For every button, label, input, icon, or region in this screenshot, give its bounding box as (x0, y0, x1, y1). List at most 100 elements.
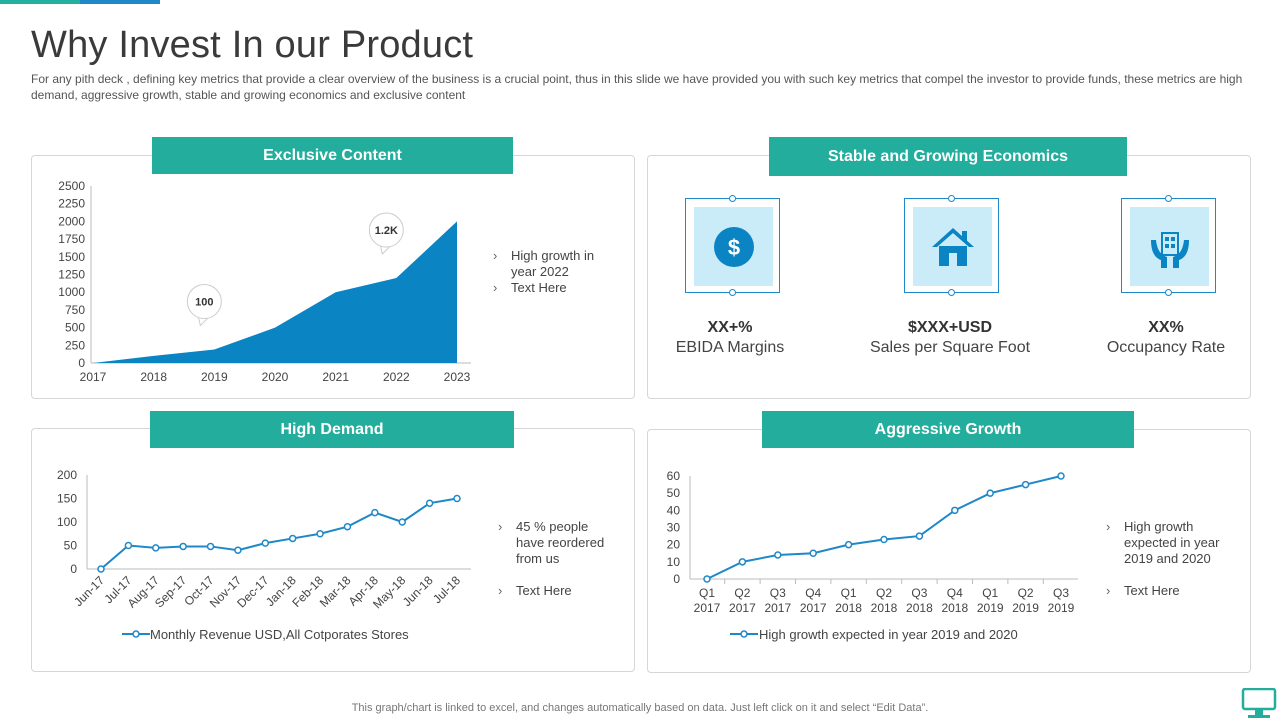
y-tick-label: 10 (667, 555, 681, 569)
metric-value: XX% (1148, 319, 1184, 336)
legend-label: High growth expected in year 2019 and 20… (759, 627, 1018, 642)
monitor-icon (1241, 688, 1277, 718)
data-point (703, 575, 711, 583)
x-tick-label: 2023 (444, 370, 471, 384)
icon-frame (1121, 195, 1216, 296)
x-tick-label: 2018 (140, 370, 167, 384)
x-tick-label: 2019 (1012, 601, 1039, 615)
dollar-icon: $ (713, 226, 754, 267)
data-point (1057, 472, 1065, 480)
y-tick-label: 40 (667, 503, 681, 517)
data-point (179, 542, 187, 551)
y-tick-label: 60 (667, 469, 681, 483)
y-tick-label: 150 (57, 492, 77, 506)
chevron-right-icon: › (1106, 519, 1111, 534)
y-tick-label: 50 (64, 539, 78, 553)
bullet-item: › Text Here (498, 583, 618, 599)
frame-dot (729, 195, 736, 202)
x-tick-label: 2017 (764, 601, 791, 615)
y-tick-label: 0 (673, 572, 680, 586)
x-tick-label: Q3 (1053, 586, 1069, 600)
frame-dot (948, 289, 955, 296)
data-point (1021, 480, 1030, 489)
callout-label: 100 (195, 297, 213, 309)
bullet-item: › 45 % people have reordered from us (498, 519, 618, 567)
x-tick-label: Q1 (699, 586, 715, 600)
metric-value: XX+% (707, 319, 753, 336)
metric-label: EBIDA Margins (675, 339, 785, 356)
callout-bubble (186, 284, 222, 327)
data-point (738, 558, 747, 566)
x-tick-label: Sep-17 (152, 573, 189, 610)
y-tick-label: 50 (667, 486, 681, 500)
data-point (453, 494, 461, 503)
bullet-text: 45 % people have reordered from us (516, 519, 605, 566)
frame-dot (1165, 195, 1172, 202)
y-tick-label: 2500 (58, 179, 85, 193)
exclusive-content-chart[interactable]: 0 250 500 750 1000 1250 1500 1750 2000 2250 2500 20… (31, 155, 635, 399)
y-tick-label: 750 (65, 303, 85, 317)
metric-label: Sales per Square Foot (869, 339, 1031, 356)
x-tick-label: Jun-17 (71, 573, 107, 609)
metric-label: Occupancy Rate (1106, 339, 1226, 356)
data-point (425, 499, 434, 507)
y-tick-label: 2250 (58, 197, 85, 211)
data-point (880, 535, 888, 544)
x-tick-label: Jul-18 (430, 573, 463, 606)
data-point (809, 549, 817, 557)
data-point (398, 518, 406, 526)
footer-note: This graph/chart is linked to excel, and… (351, 702, 929, 714)
x-tick-label: Q3 (770, 586, 786, 600)
y-tick-label: 1500 (58, 250, 85, 264)
x-tick-label: 2017 (694, 601, 721, 615)
bullet-text: High growth expected in year 2019 and 20… (1124, 519, 1220, 566)
chevron-right-icon: › (498, 583, 503, 598)
data-point (288, 534, 297, 543)
x-tick-label: Q2 (734, 586, 750, 600)
house-icon (931, 227, 974, 266)
x-tick-label: Q3 (911, 586, 927, 600)
chevron-right-icon: › (1106, 583, 1111, 598)
data-point (261, 539, 270, 547)
x-tick-label: Q2 (876, 586, 892, 600)
x-tick-label: Q1 (982, 586, 998, 600)
bullet-text: Text Here (1124, 583, 1180, 598)
x-tick-label: 2017 (800, 601, 827, 615)
y-tick-label: 1750 (58, 232, 85, 246)
bullet-item: › High growth in year 2022 (493, 248, 618, 280)
x-tick-label: 2020 (262, 370, 289, 384)
data-point (316, 530, 324, 538)
y-tick-label: 2000 (58, 214, 85, 228)
data-point (124, 541, 133, 550)
data-point (152, 544, 160, 552)
bullet-item: › Text Here (1106, 583, 1226, 599)
frame-dot (729, 289, 736, 296)
y-tick-label: 200 (57, 468, 77, 482)
data-point (343, 522, 352, 531)
x-tick-label: 2017 (729, 601, 756, 615)
high-demand-bullets: › 45 % people have reordered from us › Tex… (498, 519, 618, 599)
y-tick-label: 100 (57, 515, 77, 529)
legend-marker (740, 630, 748, 638)
icon-frame: $ (685, 195, 780, 296)
y-tick-label: 1000 (58, 285, 85, 299)
bullet-item: › Text Here (493, 280, 618, 296)
series-line (706, 475, 1062, 580)
y-tick-label: 500 (65, 321, 85, 335)
aggressive-growth-header: Aggressive Growth (762, 411, 1134, 448)
area-series (93, 221, 457, 363)
series-line (100, 497, 458, 570)
high-demand-panel (31, 428, 635, 672)
x-tick-label: Q4 (947, 586, 963, 600)
data-point (97, 565, 105, 573)
aggressive-growth-panel (647, 429, 1251, 673)
data-point (371, 508, 379, 517)
x-tick-label: 2019 (977, 601, 1004, 615)
y-tick-label: 30 (667, 521, 681, 535)
aggressive-growth-chart[interactable]: 0102030405060Q12017Q22017Q32017Q42017Q12… (647, 429, 1251, 673)
y-tick-label: 1250 (58, 268, 85, 282)
svg-text:$: $ (727, 235, 739, 260)
high-demand-chart[interactable]: 050100150200Jun-17Jul-17Aug-17Sep-17Oct-… (31, 428, 635, 672)
icon-background (913, 207, 992, 286)
x-tick-label: 2017 (80, 370, 107, 384)
